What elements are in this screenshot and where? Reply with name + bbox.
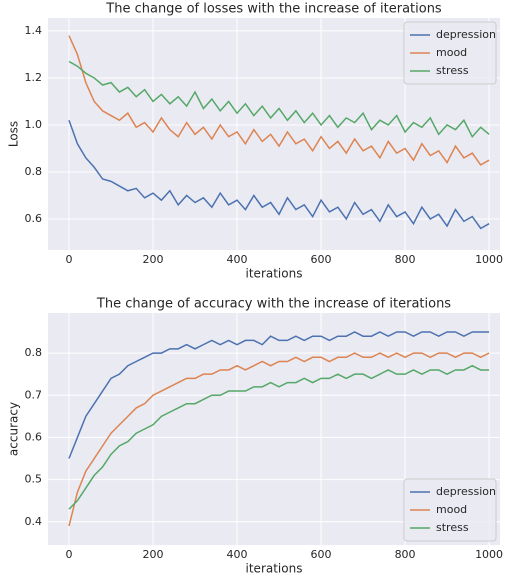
legend-box [403,478,497,542]
y-tick-label: 1.4 [25,24,43,37]
y-tick-label: 0.6 [25,430,43,443]
x-tick-label: 600 [311,548,332,561]
x-tick-label: 1000 [475,548,503,561]
y-tick-label: 0.8 [25,165,43,178]
y-tick-label: 1.2 [25,71,43,84]
x-tick-label: 0 [66,548,73,561]
chart-title: The change of losses with the increase o… [105,2,442,17]
y-tick-label: 0.5 [25,473,43,486]
data-line [68,60,490,139]
legend-label: mood [436,503,467,516]
legend-label: mood [436,46,467,59]
data-line [68,119,490,230]
y-axis-label: accuracy [7,402,21,456]
y-axis-label: Loss [7,121,21,147]
y-tick-label: 1.0 [25,118,43,131]
y-tick-label: 0.4 [25,515,43,528]
legend: depression mood stress [403,478,497,542]
subplot: The change of losses with the increase o… [7,2,504,281]
x-axis-label: iterations [246,267,303,281]
data-line [68,352,490,527]
legend-label: depression [436,28,496,41]
chart-title: The change of accuracy with the increase… [96,297,451,312]
legend-box [403,21,497,85]
data-line [68,35,490,166]
x-axis-label: iterations [246,562,303,576]
legend: depression mood stress [403,21,497,85]
x-tick-label: 800 [395,253,416,266]
x-tick-label: 200 [143,548,164,561]
y-tick-label: 0.8 [25,346,43,359]
x-tick-label: 800 [395,548,416,561]
data-line [68,331,490,459]
subplot: The change of accuracy with the increase… [7,297,504,576]
x-tick-label: 400 [227,253,248,266]
data-line [68,364,490,510]
x-tick-label: 1000 [475,253,503,266]
legend-label: stress [436,64,469,77]
y-tick-label: 0.6 [25,212,43,225]
legend-label: stress [436,521,469,534]
x-tick-label: 0 [66,253,73,266]
x-tick-label: 400 [227,548,248,561]
y-tick-label: 0.7 [25,388,43,401]
x-tick-label: 600 [311,253,332,266]
legend-label: depression [436,485,496,498]
x-tick-label: 200 [143,253,164,266]
